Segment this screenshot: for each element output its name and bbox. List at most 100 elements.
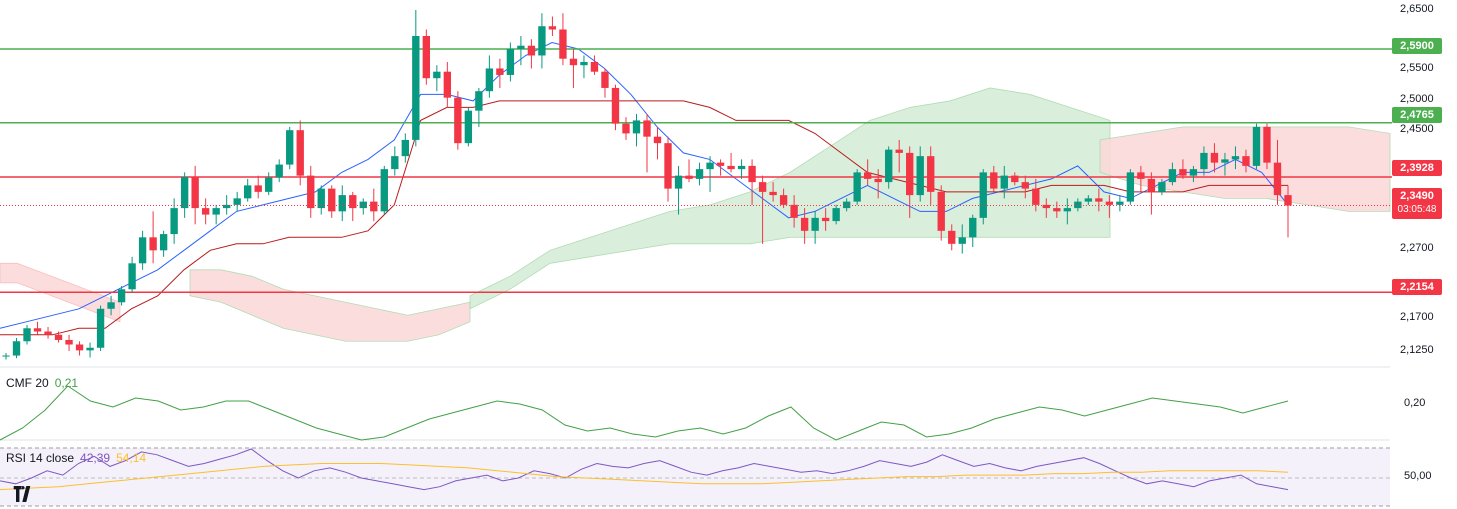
candle — [559, 13, 567, 66]
candle-body — [758, 182, 767, 192]
candle — [338, 185, 346, 222]
candle — [180, 172, 189, 218]
candle — [1147, 172, 1156, 215]
candle-body — [23, 328, 31, 342]
candle-body — [842, 201, 851, 209]
candle — [885, 146, 893, 189]
candle — [969, 214, 977, 248]
level-tag-resistance: 2,2154 — [1392, 279, 1442, 295]
candle-body — [1063, 208, 1072, 212]
candle-body — [475, 91, 483, 111]
price-tick: 2,4500 — [1400, 123, 1434, 135]
candle-body — [275, 164, 283, 178]
rsi-pane — [0, 447, 1390, 507]
candle-body — [559, 29, 567, 59]
candle — [422, 29, 431, 85]
candle — [580, 55, 588, 79]
candle — [674, 165, 683, 215]
candle — [548, 16, 557, 36]
rsi-band — [0, 448, 1390, 506]
candle — [86, 342, 94, 358]
candle-body — [1011, 175, 1019, 183]
candle-body — [1189, 169, 1198, 176]
candle-body — [1032, 188, 1040, 205]
candle — [412, 10, 420, 147]
cmf-legend: CMF 20 0,21 — [6, 376, 78, 390]
candle-body — [821, 217, 830, 222]
candle — [1074, 198, 1082, 212]
candle-body — [443, 71, 452, 98]
candle-body — [349, 195, 357, 209]
candle — [1189, 165, 1198, 183]
candle — [948, 224, 956, 251]
candle-body — [244, 185, 252, 199]
candle — [874, 169, 882, 199]
candle-body — [643, 120, 651, 137]
candle — [1273, 139, 1282, 205]
candle-body — [422, 35, 431, 79]
candle — [1105, 195, 1114, 218]
candle — [433, 65, 441, 92]
candle-body — [979, 172, 987, 218]
candle — [138, 230, 147, 270]
candle-body — [580, 61, 588, 66]
candlestick-series — [2, 10, 1292, 360]
price-tick: 2,5500 — [1400, 62, 1434, 74]
candle-body — [65, 339, 73, 345]
candle — [54, 331, 63, 343]
candle — [1021, 175, 1029, 199]
candle — [401, 133, 409, 163]
candle-body — [506, 48, 515, 75]
candle-body — [159, 234, 168, 251]
candle — [937, 185, 945, 241]
price-tick: 2,1250 — [1400, 344, 1434, 356]
candle-body — [1084, 198, 1093, 202]
candle — [527, 39, 536, 69]
candle — [370, 188, 378, 222]
candle-body — [44, 331, 52, 335]
tradingview-logo[interactable] — [8, 486, 40, 502]
level-tag-support: 2,4765 — [1392, 107, 1442, 123]
candle — [653, 126, 662, 160]
candle-body — [412, 35, 420, 140]
cloud-bearish — [189, 269, 471, 342]
candle — [2, 352, 10, 360]
price-tick: 2,1700 — [1400, 311, 1434, 323]
candle — [1221, 152, 1229, 176]
candle — [517, 35, 525, 66]
candle — [233, 191, 241, 212]
candle — [800, 208, 809, 244]
candle-body — [1179, 169, 1187, 176]
candle-body — [117, 289, 126, 303]
candle — [1242, 149, 1250, 173]
candle — [454, 91, 462, 150]
candle-body — [33, 328, 42, 332]
candle-body — [927, 156, 935, 192]
candle-body — [2, 355, 10, 357]
candle-body — [1105, 201, 1114, 205]
rsi-axis-label: 50,00 — [1404, 470, 1432, 482]
rsi-value: 42,39 — [80, 451, 111, 465]
candle-body — [622, 123, 630, 134]
candle-body — [706, 162, 714, 170]
candle-body — [1252, 126, 1261, 166]
candle-body — [1147, 178, 1156, 192]
candle — [1116, 195, 1124, 212]
candle-body — [895, 149, 903, 153]
candle — [75, 341, 84, 356]
candle-body — [296, 130, 304, 176]
candle-body — [590, 61, 599, 72]
candle — [706, 156, 714, 192]
candle-body — [191, 176, 199, 209]
candle — [601, 68, 609, 98]
candle-body — [737, 165, 746, 170]
candle-body — [485, 68, 494, 92]
candle-body — [464, 110, 473, 144]
candle — [748, 159, 756, 205]
candle-body — [1000, 175, 1008, 189]
candle-body — [632, 120, 641, 134]
candle — [23, 325, 31, 345]
candle-body — [201, 208, 210, 215]
